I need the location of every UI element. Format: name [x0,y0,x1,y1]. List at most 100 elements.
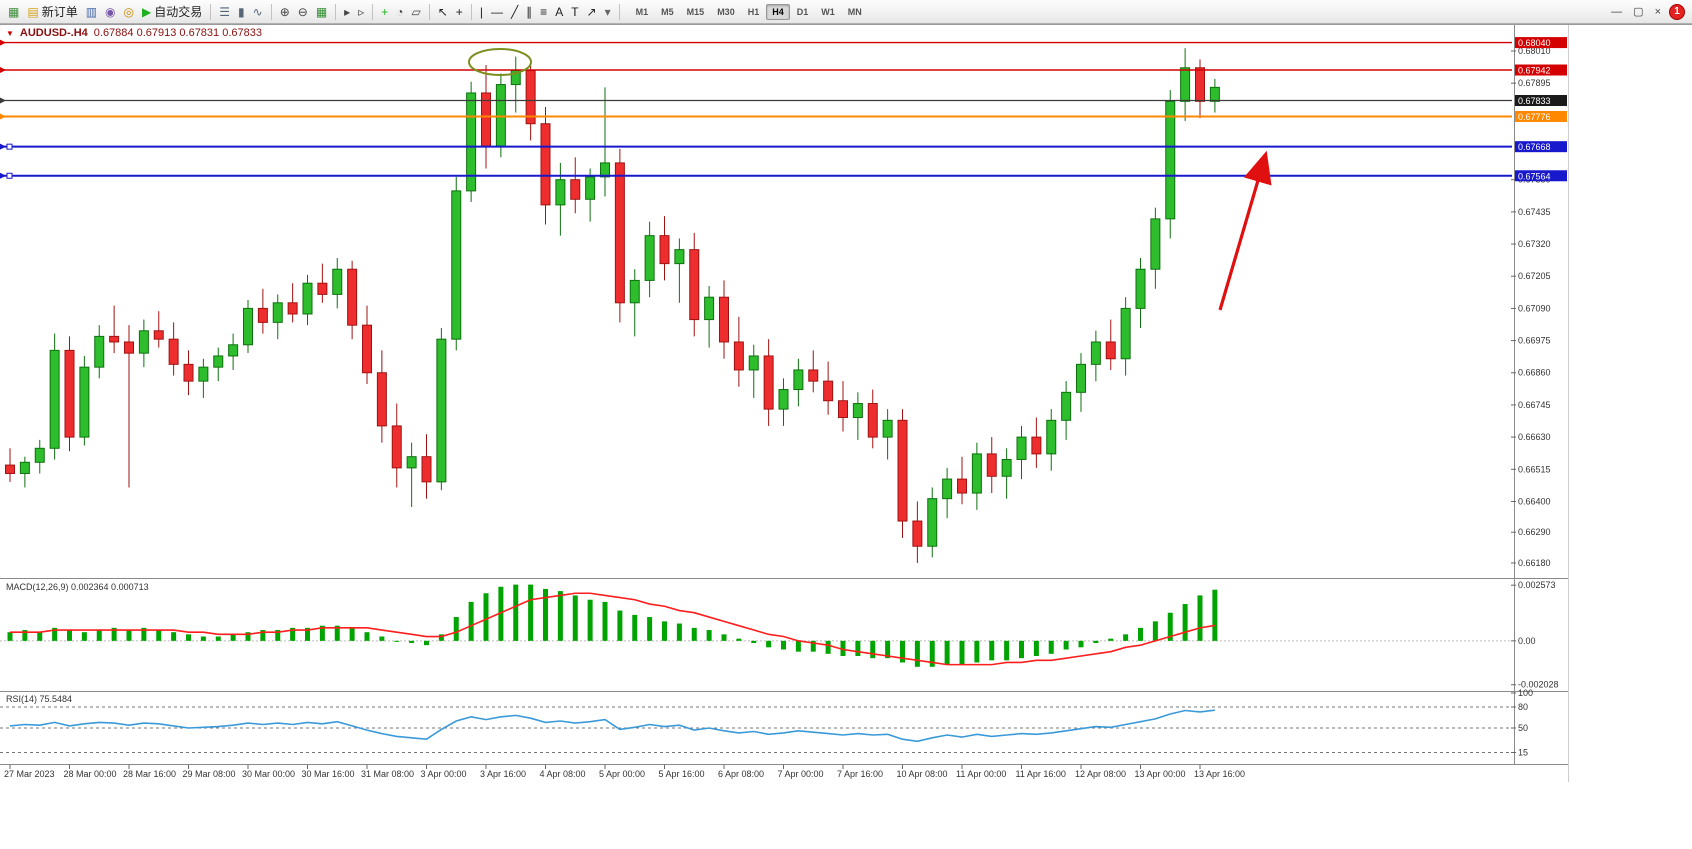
toolbar-separator [210,3,212,20]
community-icon[interactable]: ◎ [120,3,138,21]
indicators-icon: + [381,4,389,19]
autotrading-play-icon: ▶ [142,4,152,19]
text-label-icon[interactable]: T [567,3,582,21]
svg-text:0.002573: 0.002573 [1518,580,1556,590]
svg-text:0.67776: 0.67776 [1518,112,1551,122]
fibonacci-icon[interactable]: ≡ [536,3,551,21]
svg-text:80: 80 [1518,702,1528,712]
trend-arrow-annotation[interactable] [1218,150,1272,311]
channel-icon[interactable]: ∥ [522,3,536,21]
data-window-icon: ◉ [105,4,116,19]
timeframe-m15[interactable]: M15 [686,6,705,17]
svg-text:0.68040: 0.68040 [1518,38,1551,48]
main-toolbar: ▦ ▤ 新订单 ▥ ◉ ◎ ▶ 自动交易 ☰ ▮ ∿ ⊕ ⊖ ▦ ▸ ▹ + ◔ ▱ ↖ + | — ╱ ∥ ≡ A T ↗ ▾ M1 M5… [0,0,1692,24]
timeframe-h4[interactable]: H4 [766,3,790,20]
text-icon[interactable]: A [551,3,567,21]
zoom-out-icon: ⊖ [297,4,308,19]
timeframe-m30[interactable]: M30 [717,6,735,17]
toolbar-separator [428,3,430,20]
svg-text:28 Mar 16:00: 28 Mar 16:00 [123,769,176,779]
crosshair-icon[interactable]: + [452,3,467,21]
minimize-button[interactable]: — [1611,5,1623,18]
timeframe-mn[interactable]: MN [847,6,862,17]
vline-icon: | [479,4,483,19]
svg-text:0.68010: 0.68010 [1518,46,1551,56]
chart-window-icon: ▦ [8,4,20,19]
text-label-icon: T [571,4,579,19]
templates-icon[interactable]: ▱ [408,3,425,21]
chart-window-icon[interactable]: ▦ [4,3,23,21]
community-icon: ◎ [123,4,135,19]
oneclick-caret-icon[interactable]: ▼ [6,28,14,38]
svg-text:0.67668: 0.67668 [1518,142,1551,152]
hline-handle[interactable] [6,172,13,179]
toolbar-separator [372,3,374,20]
chart-shift-icon: ▹ [358,4,365,19]
line-chart-icon[interactable]: ∿ [249,3,267,21]
svg-text:0.00: 0.00 [1518,636,1536,646]
cursor-icon: ↖ [437,4,448,19]
tile-windows-icon[interactable]: ▦ [312,3,331,21]
toolbar-separator [470,3,472,20]
market-watch-icon[interactable]: ▥ [82,3,101,21]
autotrading-button-label: 自动交易 [154,5,203,19]
svg-text:0.67833: 0.67833 [1518,96,1551,106]
dropdown-caret-icon[interactable]: ▾ [601,3,615,21]
svg-text:0.67895: 0.67895 [1518,78,1551,88]
svg-text:0.67942: 0.67942 [1518,66,1551,76]
arrows-tool-icon: ↗ [586,4,597,19]
macd-label: MACD(12,26,9) 0.002364 0.000713 [6,582,149,592]
zoom-out-icon[interactable]: ⊖ [294,3,312,21]
svg-text:0.67205: 0.67205 [1518,271,1551,281]
timeframe-m1[interactable]: M1 [635,6,649,17]
hline-handle[interactable] [6,143,13,150]
zoom-in-icon: ⊕ [279,4,290,19]
timeframe-m5[interactable]: M5 [661,6,674,17]
chart-shift-icon[interactable]: ▹ [354,3,368,21]
close-button[interactable]: × [1654,5,1661,18]
autotrading-button[interactable]: ▶ 自动交易 [138,1,206,22]
svg-text:13 Apr 16:00: 13 Apr 16:00 [1194,769,1245,779]
new-order-icon: ▤ [27,4,39,19]
macd-signal-line [10,592,1216,666]
line-chart-icon: ∿ [252,4,263,19]
zoom-in-icon[interactable]: ⊕ [276,3,294,21]
text-icon: A [555,4,564,19]
auto-scroll-icon[interactable]: ▸ [340,3,354,21]
hline-icon: — [490,4,503,19]
bar-chart-icon[interactable]: ☰ [215,3,234,21]
chart-header: ▼ AUDUSD-.H4 0.67884 0.67913 0.67831 0.6… [6,27,262,39]
cursor-icon[interactable]: ↖ [434,3,452,21]
svg-text:11 Apr 16:00: 11 Apr 16:00 [1016,769,1066,779]
candlestick-chart-icon: ▮ [238,4,245,19]
candlestick-chart-icon[interactable]: ▮ [234,3,249,21]
svg-text:0.66180: 0.66180 [1518,558,1551,568]
svg-text:31 Mar 08:00: 31 Mar 08:00 [361,769,414,779]
svg-text:3 Apr 00:00: 3 Apr 00:00 [421,769,467,779]
vline-icon[interactable]: | [476,3,487,21]
timeframe-w1[interactable]: W1 [821,6,835,17]
svg-text:15: 15 [1518,748,1528,758]
arrows-tool-icon[interactable]: ↗ [583,3,601,21]
hline-icon[interactable]: — [487,3,507,21]
restore-button[interactable]: ▢ [1633,5,1644,18]
svg-text:0.66860: 0.66860 [1518,368,1551,378]
timeframe-h1[interactable]: H1 [747,6,760,17]
highlight-ellipse-annotation[interactable] [468,48,532,76]
price-tag-0.67833 [1515,95,1567,107]
period-icon[interactable]: ◔ [392,3,407,21]
notification-badge[interactable]: 1 [1669,3,1685,20]
toolbar-items: ▦ ▤ 新订单 ▥ ◉ ◎ ▶ 自动交易 ☰ ▮ ∿ ⊕ ⊖ ▦ ▸ ▹ + ◔ ▱ ↖ + | — ╱ ∥ ≡ A T ↗ ▾ [4,1,624,22]
dropdown-caret-icon: ▾ [604,4,611,19]
svg-text:0.66290: 0.66290 [1518,527,1551,537]
trendline-icon: ╱ [510,4,519,19]
trendline-icon[interactable]: ╱ [507,3,522,21]
indicators-icon[interactable]: + [377,3,392,21]
toolbar-separator [618,3,620,20]
svg-text:10 Apr 08:00: 10 Apr 08:00 [897,769,948,779]
new-order-button[interactable]: ▤ 新订单 [23,1,81,22]
timeframe-d1[interactable]: D1 [796,6,809,17]
svg-text:3 Apr 16:00: 3 Apr 16:00 [480,769,526,779]
data-window-icon[interactable]: ◉ [101,3,119,21]
